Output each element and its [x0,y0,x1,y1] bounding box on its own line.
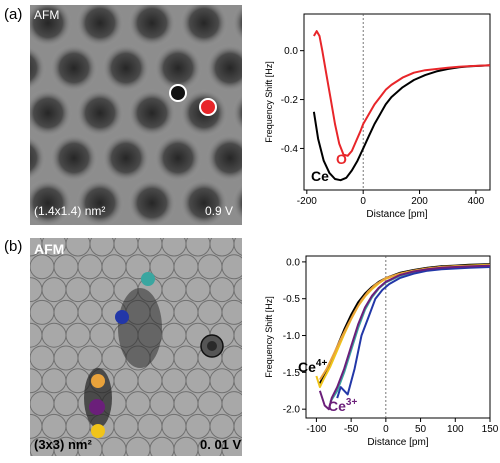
series-line-o [313,30,491,157]
y-tick-label: 0.0 [284,46,298,57]
afm-hole [50,134,98,182]
series-line-ce [312,64,491,182]
afm-hole [128,5,176,47]
afm-hole [180,179,228,225]
afm-hole [30,5,72,47]
y-axis-label: Frequency Shift [Hz] [264,296,274,378]
afm-hole [223,224,237,225]
afm-hole [128,179,176,225]
afm-circle [221,436,242,456]
x-axis-label: Distance [pm] [366,209,427,220]
panel-a-letter: (a) [4,6,23,23]
series-line-purple [318,264,491,411]
x-tick-label: 200 [411,196,428,207]
afm-circle [221,345,242,371]
y-tick-label: -1.0 [283,331,301,342]
afm-hole [50,44,98,92]
annotation-ce-4plus: Ce4+ [298,358,327,375]
afm-hole [154,44,202,92]
bias-label-b: 0. 01 V [200,437,242,452]
y-tick-label: 0.0 [286,257,300,268]
x-tick-label: 50 [415,424,427,435]
afm-circle [221,254,242,280]
panel-b-letter: (b) [4,238,23,255]
afm-image-b-texture [30,238,242,456]
afm-hole [206,44,242,92]
o-site-marker [199,98,217,116]
afm-hole [76,5,124,47]
x-tick-label: -100 [306,424,326,435]
x-tick-label: 100 [447,424,464,435]
plot-frame [303,13,491,191]
x-tick-label: -200 [297,196,317,207]
afm-hole [232,93,242,133]
afm-hole [128,89,176,137]
x-tick-label: 0 [360,196,366,207]
afm-hole [30,89,72,137]
y-tick-label: -0.5 [283,294,301,305]
afm-hole [232,5,242,43]
afm-image-a [30,5,242,225]
afm-hole [67,224,81,225]
afm-image-b [30,238,242,456]
afm-hole [30,179,72,225]
y-axis-label: Frequency Shift [Hz] [264,61,274,143]
yellow-marker [91,424,105,438]
afm-hole [76,179,124,225]
annotation-ce: Ce [311,168,329,184]
annotation-ce-3plus: Ce3+ [328,397,357,414]
x-tick-label: -50 [344,424,359,435]
afm-hole [76,89,124,137]
afm-hole [30,135,46,181]
series-line-yellow [315,263,491,389]
bias-label-a: 0.9 V [205,204,234,218]
afm-hole [119,224,133,225]
afm-label-b: AFM [34,241,65,257]
y-tick-label: -2.0 [283,405,301,416]
afm-hole [171,224,185,225]
y-tick-label: -1.5 [283,368,301,379]
afm-hole [102,134,150,182]
afm-circle [233,368,242,393]
afm-hole [206,134,242,182]
afm-circle [221,299,242,325]
afm-hole [154,134,202,182]
plot-frame [305,255,491,419]
y-tick-label: -0.4 [281,144,299,155]
orange-marker [91,374,105,388]
x-tick-label: 400 [468,196,485,207]
afm-label-a: AFM [34,8,60,22]
afm-circle [233,277,242,302]
afm-circle [221,391,242,417]
blue-marker [115,310,129,324]
x-tick-label: 150 [482,424,499,435]
purple-marker [89,399,105,415]
frequency-shift-chart-a: -200 0 200 400 0.0 -0.2 -0.4 Distance [pm] Frequ… [264,13,491,220]
afm-hole [102,44,150,92]
x-tick-label: 0 [383,424,389,435]
y-tick-label: -0.2 [281,95,299,106]
afm-circle [233,414,242,439]
afm-circle [233,323,242,348]
ce-site-marker [169,84,187,102]
afm-image-a-texture [30,5,242,225]
scale-label-b: (3x3) nm² [34,437,92,452]
afm-circle [233,238,242,256]
teal-marker [141,272,155,286]
annotation-o: O [336,151,347,167]
afm-hole [180,5,228,47]
x-axis-label: Distance [pm] [367,437,428,448]
series-line-blue [336,266,491,399]
scale-label-a: (1.4x1.4) nm² [34,204,106,218]
dark-marker-core [207,341,217,351]
afm-hole [30,45,46,91]
afm-hole [232,183,242,223]
